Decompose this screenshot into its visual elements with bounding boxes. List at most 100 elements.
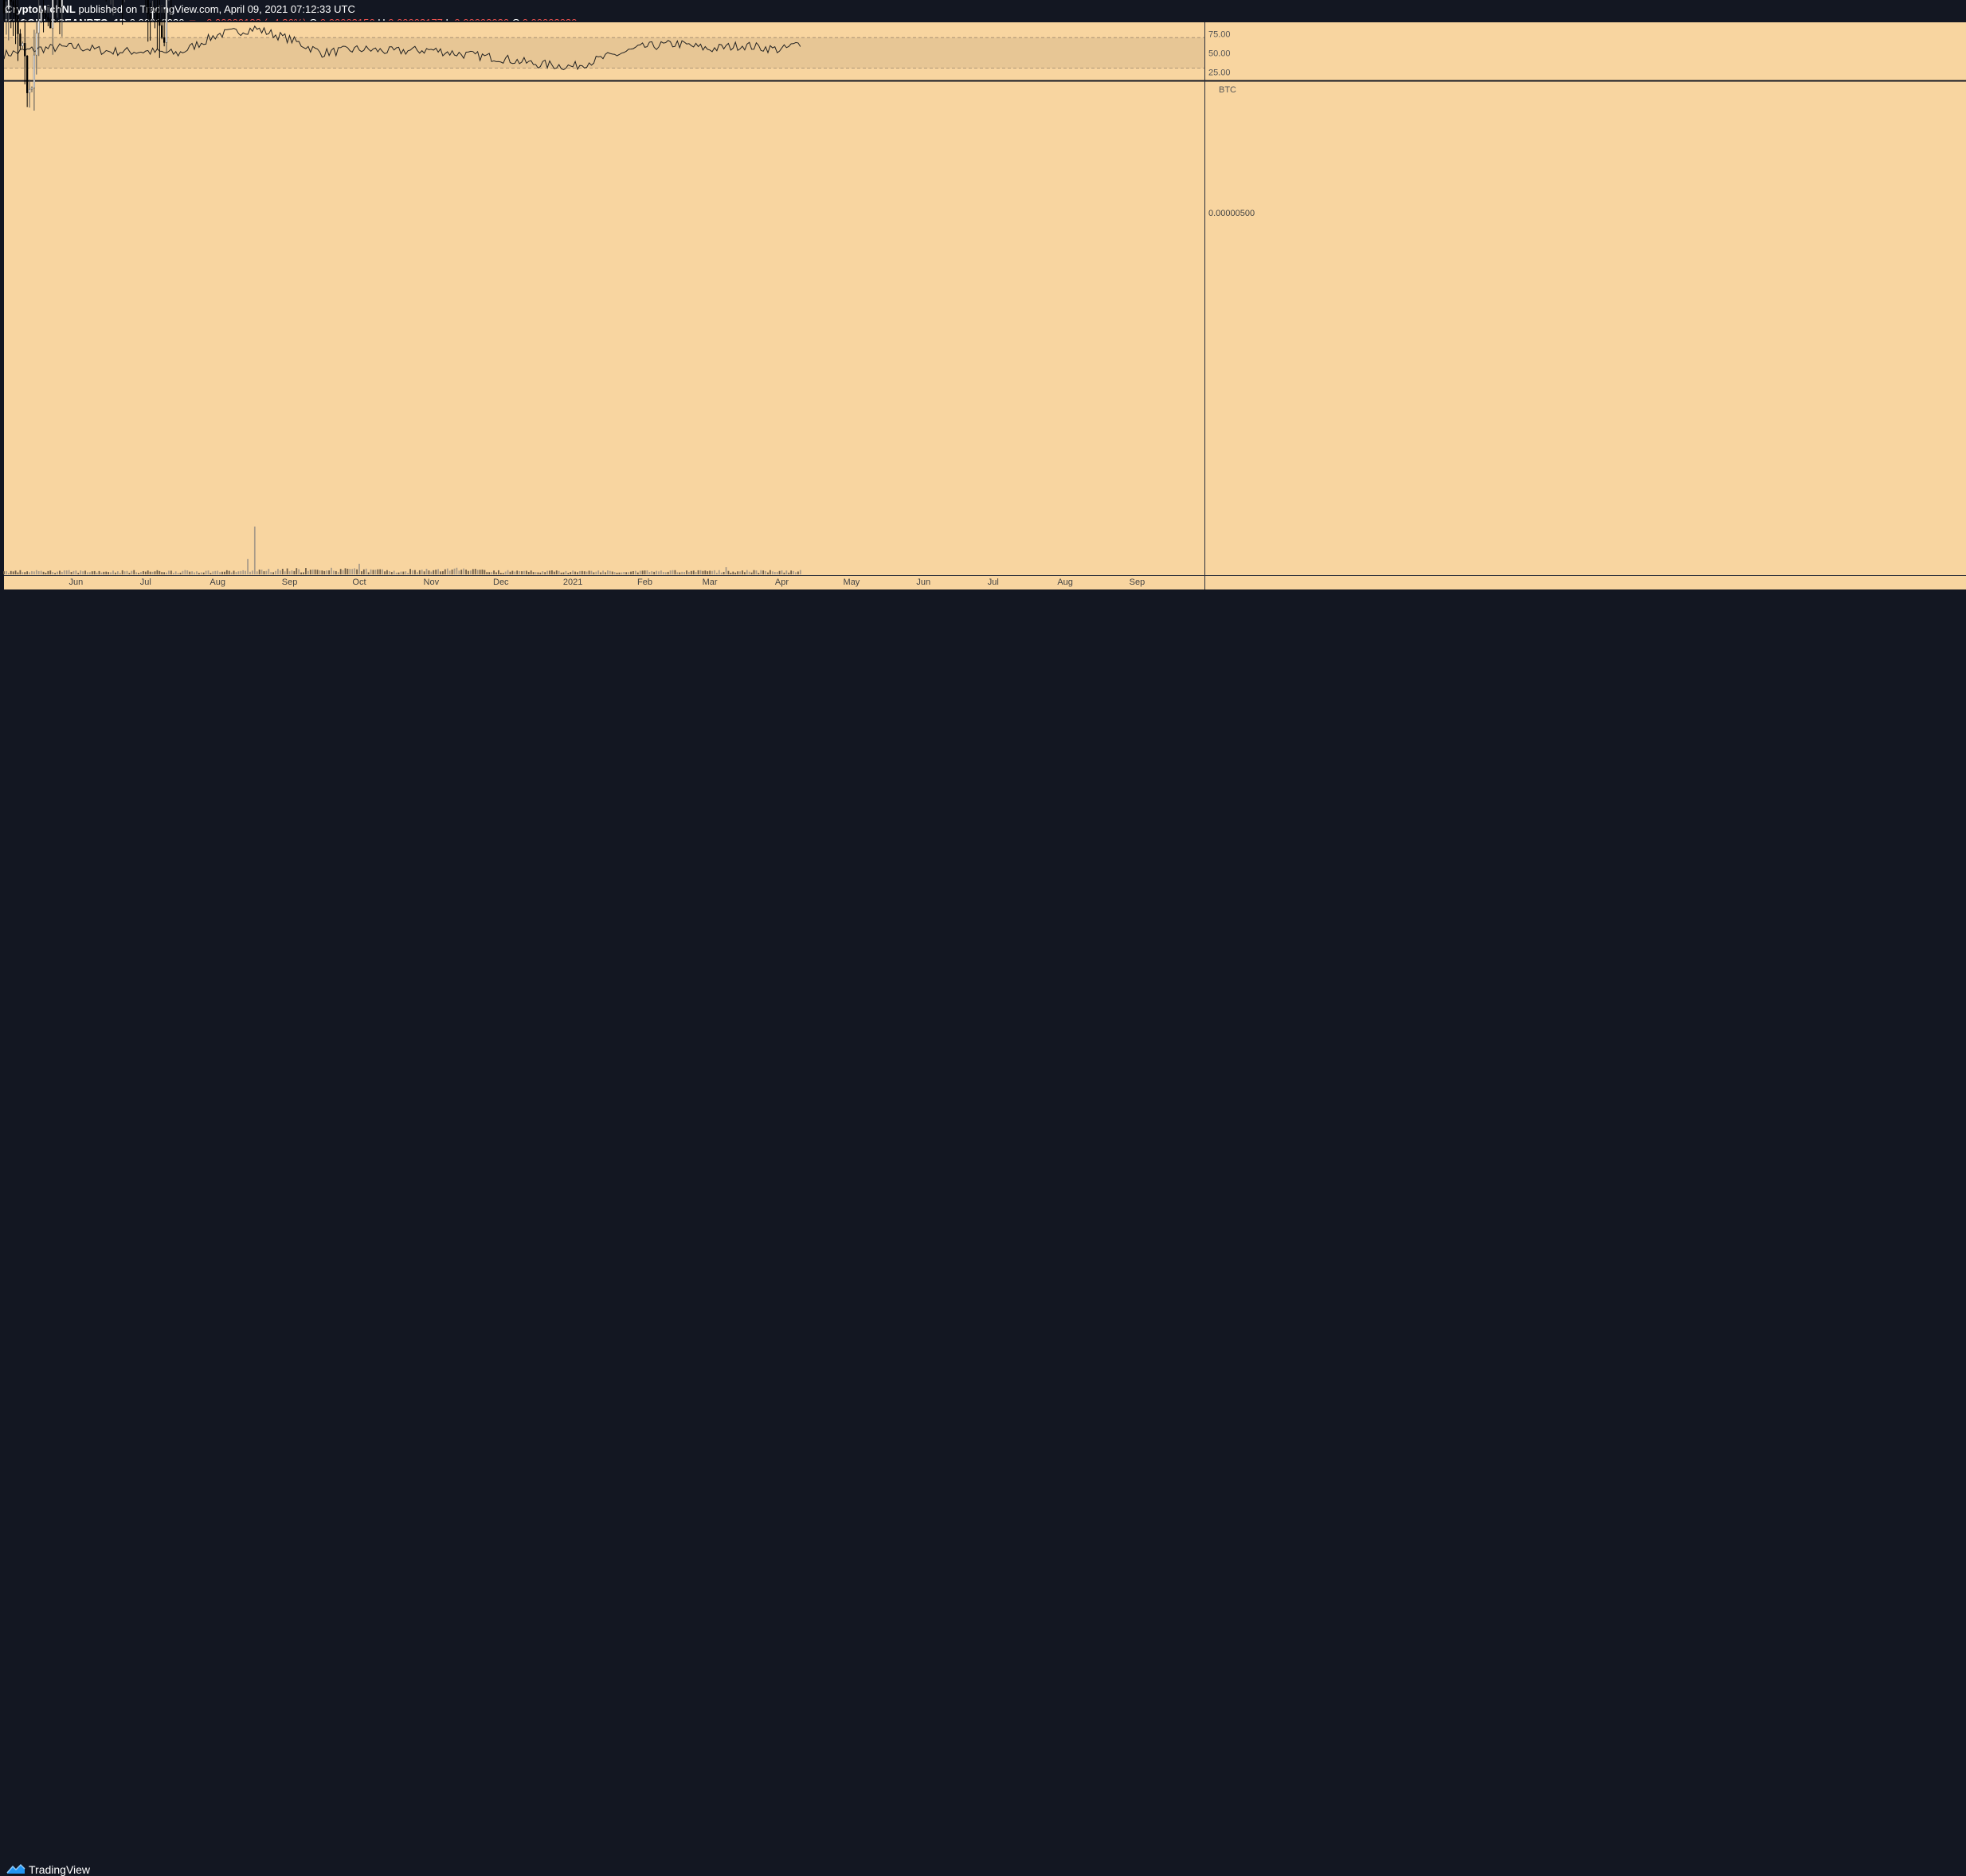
volume-bar [742, 570, 743, 574]
volume-bar [291, 570, 293, 574]
volume-bar [365, 568, 367, 574]
volume-bar [532, 572, 535, 574]
volume-bar [546, 570, 548, 574]
volume-bar [414, 570, 416, 574]
volume-bar [207, 570, 210, 574]
candle-body [2, 0, 6, 14]
volume-bar [425, 569, 428, 574]
volume-bar [799, 570, 801, 574]
volume-bar [444, 569, 446, 574]
volume-bar [600, 572, 602, 574]
volume-bar [333, 570, 335, 574]
volume-bar [166, 572, 167, 574]
volume-bar [646, 570, 648, 574]
candle-body [45, 14, 47, 18]
volume-bar [553, 571, 555, 574]
volume-bar [212, 571, 214, 574]
volume-bar [497, 570, 499, 574]
volume-bar [442, 571, 444, 574]
volume-bar [311, 569, 314, 574]
volume-bar [790, 570, 793, 574]
volume-bar [785, 570, 788, 574]
volume-bar [144, 571, 147, 574]
volume-bar [200, 572, 202, 574]
chart-canvas[interactable]: 75.0050.0025.00BTC0.000065000.000060000.… [0, 0, 1966, 958]
candle-body [47, 17, 49, 20]
volume-bar [458, 570, 460, 574]
volume-bar [253, 527, 256, 574]
time-tick-label: Nov [424, 578, 440, 587]
volume-bar [351, 569, 354, 574]
rsi-band [4, 37, 1204, 69]
volume-bar [265, 570, 268, 574]
price-tick-label: 0.00000500 [1208, 209, 1255, 218]
volume-bar [358, 563, 360, 574]
volume-bar [692, 570, 695, 574]
volume-bar [641, 570, 644, 574]
volume-bar [495, 572, 497, 574]
volume-bar [65, 570, 68, 574]
volume-bar [47, 570, 49, 574]
volume-bar [570, 572, 572, 574]
candle-body [159, 18, 161, 26]
volume-bar [595, 571, 597, 574]
volume-bar [342, 570, 344, 574]
time-tick-label: Mar [703, 578, 718, 587]
volume-bar [398, 572, 400, 574]
volume-bar [191, 571, 193, 574]
volume-bar [560, 572, 562, 574]
volume-bar [669, 570, 672, 574]
tradingview-logo-icon[interactable] [6, 1862, 25, 1875]
volume-bar [72, 570, 75, 574]
tradingview-brand[interactable]: TradingView [29, 1863, 91, 1876]
volume-bar [707, 571, 709, 574]
volume-bar [45, 572, 47, 574]
volume-bar [555, 570, 558, 574]
volume-bar [61, 572, 63, 574]
candle-body [14, 5, 17, 17]
rsi-tick-label: 50.00 [1208, 49, 1231, 58]
volume-bar [49, 570, 52, 574]
volume-bar [286, 568, 288, 574]
volume-bar [29, 572, 30, 574]
volume-bar [184, 570, 186, 574]
volume-bar [460, 570, 463, 574]
volume-bar [585, 571, 588, 574]
volume-bar [581, 570, 583, 574]
volume-bar [386, 570, 388, 574]
candle-body [156, 10, 159, 20]
volume-bar [307, 570, 309, 574]
volume-bar [225, 570, 228, 574]
volume-bar [448, 570, 451, 574]
volume-bar [210, 573, 212, 574]
volume-bar [583, 571, 585, 574]
volume-bar [623, 571, 625, 574]
volume-bar [674, 570, 676, 574]
volume-bar [418, 570, 421, 574]
volume-bar [52, 572, 54, 574]
candle-body [7, 0, 10, 10]
time-tick-label: Aug [210, 578, 225, 587]
candle-body [58, 0, 61, 8]
candle-body [161, 25, 163, 38]
volume-bar [488, 572, 491, 574]
volume-bar [17, 572, 19, 574]
volume-bar [755, 570, 758, 574]
volume-bar [723, 571, 725, 574]
volume-bar [115, 572, 116, 574]
volume-bar [718, 570, 720, 574]
volume-bar [128, 573, 131, 574]
volume-bar [14, 570, 17, 574]
volume-bar [762, 570, 765, 574]
volume-bar [235, 572, 237, 574]
volume-bar [453, 568, 456, 574]
time-tick-label: Jul [140, 578, 151, 587]
volume-bar [354, 568, 356, 574]
volume-bar [416, 572, 418, 574]
volume-bar [344, 568, 347, 574]
volume-bar [382, 569, 384, 574]
volume-bar [730, 572, 732, 574]
candle-body [165, 0, 168, 43]
author-name[interactable]: CryptoMichNL [5, 3, 76, 15]
candle-body [37, 21, 40, 33]
